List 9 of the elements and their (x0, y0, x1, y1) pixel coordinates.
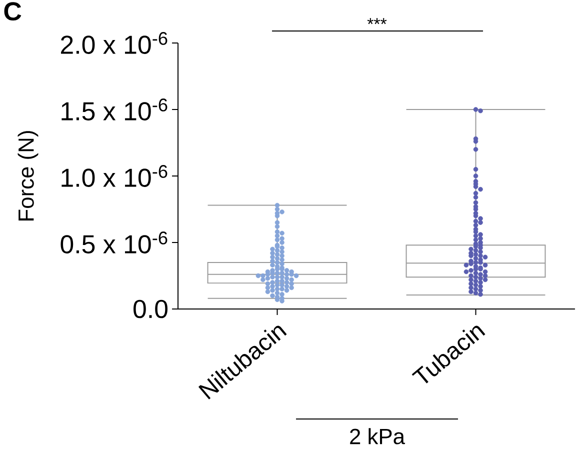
text: C (4, 2, 22, 21)
y-axis-title: Force (N) (18, 131, 38, 220)
y-tick-label: 2.0 x 10$^{-6}$ (61, 32, 168, 54)
text: 2 kPa (350, 428, 406, 444)
text: *** (367, 18, 387, 24)
y-tick-label: 0.0 (134, 300, 168, 318)
y-tick-label: 1.0 x 10$^{-6}$ (62, 165, 168, 187)
y-tick-label: 0.5 x 10$^{-6}$ (60, 232, 168, 254)
y-tick-label: 1.5 x 10$^{-6}$ (62, 98, 168, 120)
